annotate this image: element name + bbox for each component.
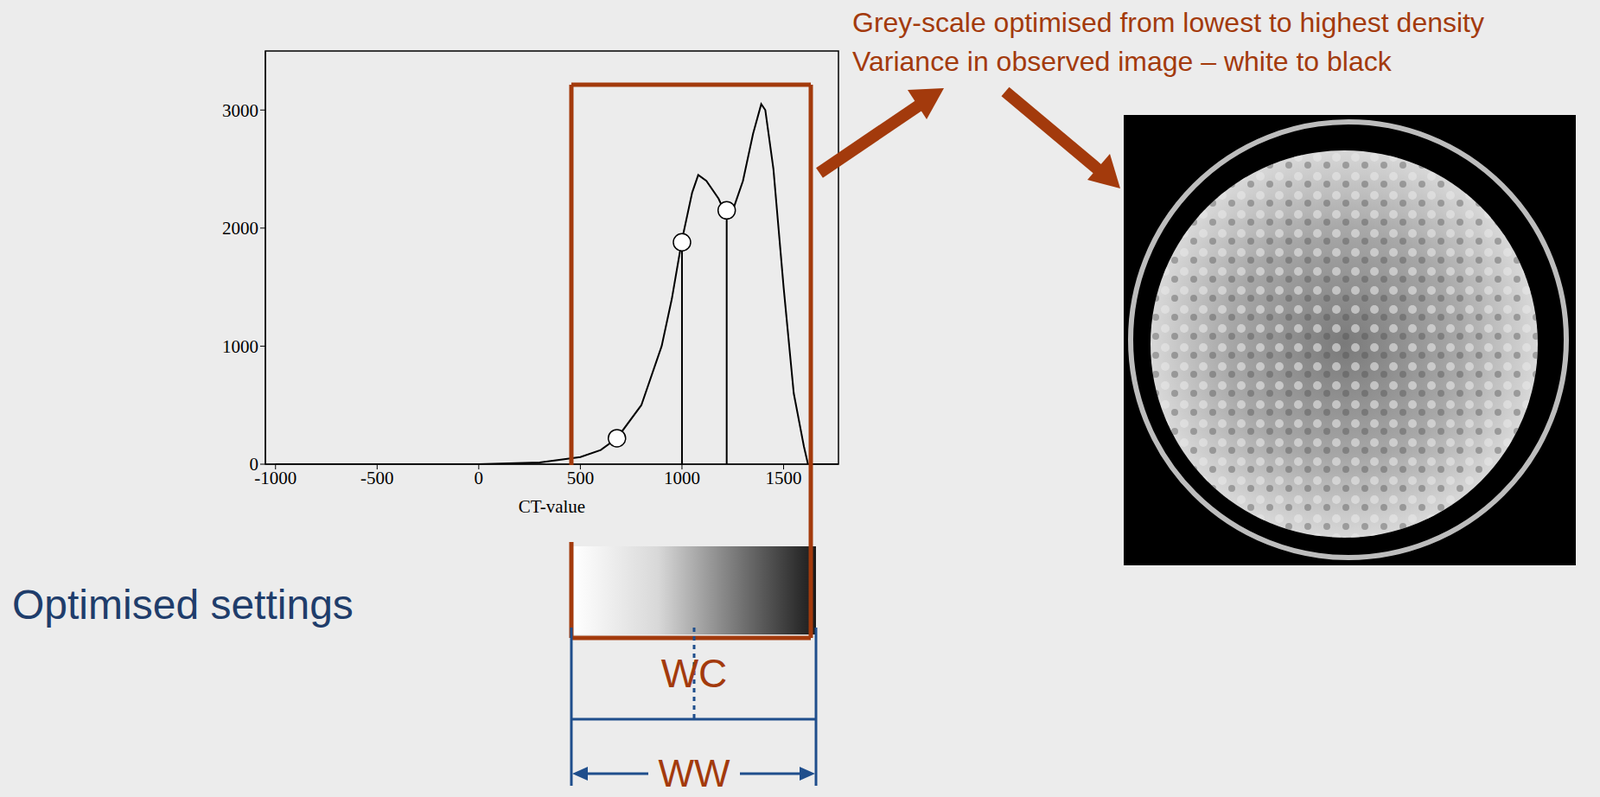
html-text:Variance in observed image – w: Variance in observed image – white to bl… [852,45,1392,77]
svg-text:WW: WW [657,752,731,795]
svg-text:0: 0 [474,467,485,489]
svg-text:WC: WC [661,650,728,696]
svg-text:1500: 1500 [765,467,803,489]
svg-text:3000: 3000 [222,100,259,122]
svg-text:-1000: -1000 [254,467,297,489]
svg-text:-500: -500 [360,467,395,489]
html-text:Grey-scale optimised from lowe: Grey-scale optimised from lowest to high… [852,6,1485,39]
svg-text:1000: 1000 [222,336,259,357]
svg-text:1000: 1000 [663,467,701,489]
svg-text:0: 0 [249,453,260,475]
svg-text:CT-value: CT-value [518,496,586,517]
svg-text:2000: 2000 [222,217,259,239]
html-text:Optimised settings: Optimised settings [12,581,354,628]
svg-text:500: 500 [567,467,595,489]
